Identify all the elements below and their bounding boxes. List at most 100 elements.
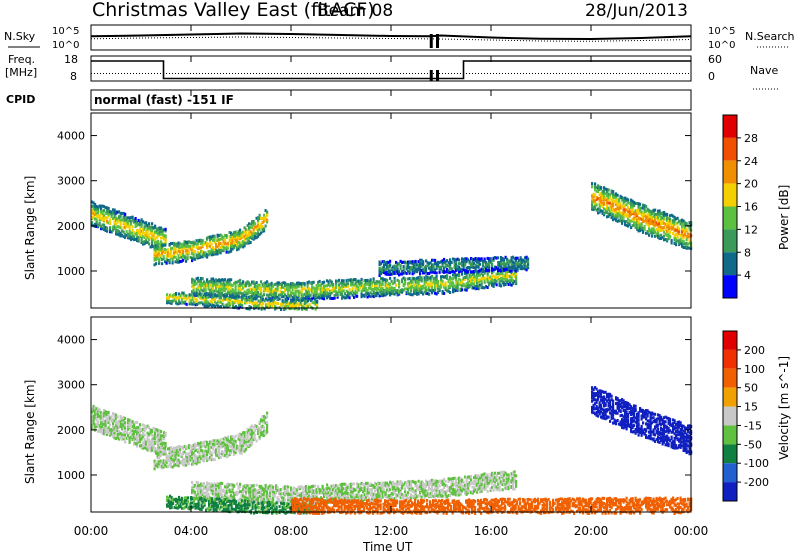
echo-cell	[224, 446, 227, 450]
echo-cell	[180, 461, 183, 465]
echo-cell	[468, 259, 471, 263]
echo-cell	[336, 295, 339, 299]
echo-cell	[503, 274, 506, 278]
echo-cell	[461, 284, 464, 288]
echo-cell	[321, 287, 324, 291]
echo-cell	[333, 289, 336, 293]
echo-cell	[218, 234, 221, 237]
echo-cell	[115, 413, 118, 417]
echo-cell	[231, 487, 234, 491]
echo-cell	[311, 492, 314, 496]
echo-cell	[131, 218, 134, 222]
echo-cell	[491, 258, 494, 262]
echo-cell	[221, 282, 224, 286]
echo-cell	[174, 250, 177, 254]
echo-cell	[470, 275, 473, 278]
echo-cell	[621, 221, 624, 225]
echo-cell	[414, 280, 417, 284]
echo-cell	[191, 252, 194, 255]
echo-cell	[437, 287, 440, 291]
echo-cell	[417, 280, 420, 284]
echo-cell	[221, 278, 224, 282]
echo-cell	[100, 416, 103, 420]
echo-cell	[136, 437, 139, 440]
echo-cell	[185, 252, 188, 256]
echo-cell	[643, 219, 646, 223]
echo-cell	[637, 211, 640, 215]
echo-cell	[339, 291, 342, 295]
echo-cell	[174, 242, 177, 246]
echo-cell	[153, 244, 156, 248]
echo-cell	[186, 452, 189, 456]
echo-cell	[314, 297, 317, 301]
echo-cell	[222, 286, 225, 290]
echo-cell	[239, 299, 242, 303]
echo-cell	[413, 267, 416, 271]
echo-cell	[669, 230, 672, 234]
echo-cell	[449, 277, 452, 281]
echo-cell	[303, 489, 306, 493]
echo-cell	[219, 284, 222, 288]
echo-cell	[269, 484, 272, 488]
echo-cell	[437, 284, 440, 288]
echo-cell	[281, 283, 284, 287]
echo-cell	[446, 267, 449, 271]
echo-cell	[413, 262, 416, 266]
echo-cell	[201, 441, 204, 445]
echo-cell	[151, 433, 154, 437]
echo-cell	[218, 250, 221, 254]
echo-cell	[633, 216, 636, 220]
echo-cell	[227, 300, 230, 304]
echo-cell	[296, 493, 299, 497]
echo-cell	[189, 458, 192, 462]
echo-cell	[245, 442, 248, 446]
echo-cell	[509, 274, 512, 278]
echo-cell	[477, 257, 480, 261]
echo-cell	[251, 297, 254, 300]
echo-cell	[176, 302, 179, 306]
echo-cell	[275, 291, 278, 294]
noise-right-top-tick: 10^5	[708, 26, 735, 37]
echo-cell	[648, 233, 651, 237]
echo-cell	[636, 212, 639, 216]
echo-cell	[317, 283, 320, 287]
echo-cell	[218, 452, 221, 456]
echo-cell	[263, 491, 266, 494]
echo-cell	[649, 222, 652, 225]
echo-cell	[192, 251, 195, 255]
echo-cell	[616, 207, 619, 211]
echo-cell	[607, 206, 610, 210]
echo-cell	[231, 439, 234, 443]
echo-cell	[606, 206, 609, 210]
echo-cell	[137, 231, 140, 235]
echo-cell	[215, 487, 218, 491]
echo-cell	[145, 239, 148, 243]
echo-cell	[239, 234, 242, 238]
echo-cell	[153, 251, 156, 255]
echo-cell	[197, 242, 200, 246]
echo-cell	[640, 213, 643, 217]
echo-cell	[287, 288, 290, 292]
echo-cell	[257, 291, 260, 295]
echo-cell	[411, 268, 414, 272]
echo-cell	[94, 208, 97, 212]
echo-cell	[288, 288, 291, 292]
echo-cell	[92, 419, 95, 423]
echo-cell	[438, 285, 441, 289]
echo-cell	[341, 292, 344, 296]
echo-cell	[360, 284, 363, 288]
echo-cell	[603, 207, 606, 211]
echo-cell	[103, 430, 106, 434]
echo-cell	[231, 241, 234, 245]
echo-cell	[321, 281, 324, 284]
echo-cell	[266, 293, 269, 297]
echo-cell	[458, 270, 461, 274]
echo-cell	[483, 271, 486, 275]
echo-cell	[480, 282, 483, 286]
echo-cell	[161, 464, 164, 468]
echo-cell	[163, 228, 166, 232]
echo-cell	[119, 420, 122, 424]
echo-cell	[137, 222, 140, 226]
echo-cell	[194, 250, 197, 254]
echo-cell	[255, 427, 258, 430]
